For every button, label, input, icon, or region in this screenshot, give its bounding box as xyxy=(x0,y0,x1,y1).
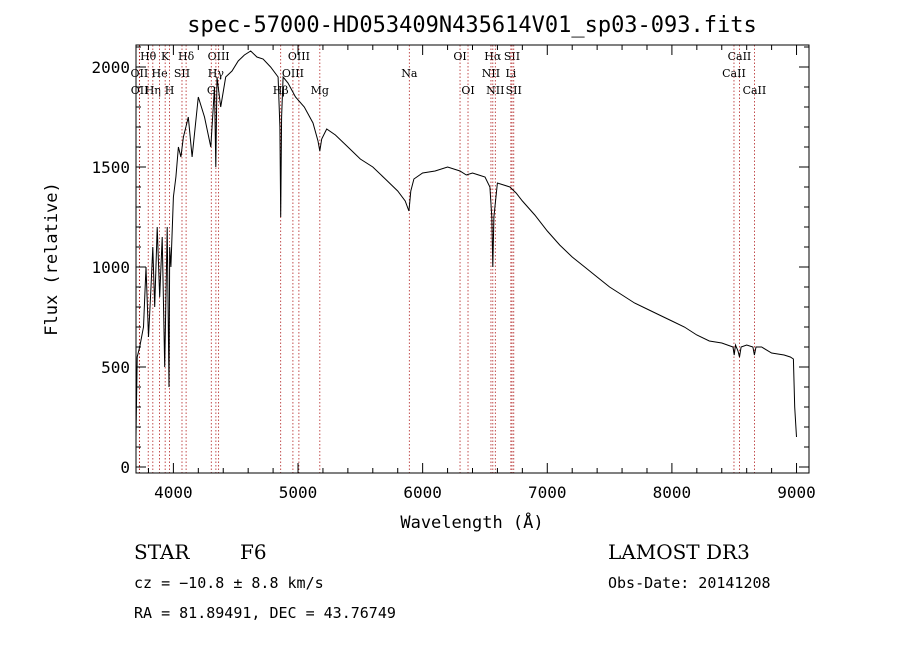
plot-frame xyxy=(135,44,810,474)
y-tick-label: 1000 xyxy=(91,258,130,277)
line-marker-label: Hγ xyxy=(208,67,225,80)
y-axis-label: Flux (relative) xyxy=(42,182,62,336)
line-marker-label: OII xyxy=(131,84,149,97)
line-marker-label: Hα xyxy=(484,50,502,63)
y-tick-label: 1500 xyxy=(91,158,130,177)
line-marker-label: Hβ xyxy=(273,84,289,97)
x-tick-label: 8000 xyxy=(653,483,692,502)
line-marker-label: CaII xyxy=(743,84,767,97)
line-marker-label: Hθ xyxy=(140,50,157,63)
line-marker-label: G xyxy=(207,84,216,97)
x-tick-label: 7000 xyxy=(528,483,567,502)
y-axis: 0 500 1000 1500 2000 xyxy=(91,46,809,477)
object-subclass: F6 xyxy=(240,540,267,564)
line-marker-label: CaII xyxy=(722,67,746,80)
y-tick-label: 0 xyxy=(120,458,130,477)
x-tick-label: 5000 xyxy=(279,483,318,502)
x-axis: 4000 5000 6000 7000 8000 9000 xyxy=(147,45,816,502)
redshift-text: cz = −10.8 ± 8.8 km/s xyxy=(134,574,324,592)
line-marker-label: SII xyxy=(506,84,522,97)
line-marker-label: He xyxy=(152,67,168,80)
line-marker-label: OIII xyxy=(288,50,310,63)
object-class: STAR xyxy=(134,540,190,564)
line-marker-label: Hη xyxy=(145,84,161,97)
obs-date-text: Obs-Date: 20141208 xyxy=(608,574,771,592)
line-marker-label: OI xyxy=(461,84,474,97)
line-marker-label: Li xyxy=(505,67,516,80)
line-marker-label: NII xyxy=(486,84,504,97)
line-marker-label: OIII xyxy=(282,67,304,80)
line-marker-label: Na xyxy=(401,67,418,80)
line-marker-label: K xyxy=(161,50,170,63)
line-marker-label: CaII xyxy=(728,50,752,63)
y-tick-label: 500 xyxy=(101,358,130,377)
spectrum-line xyxy=(135,50,797,438)
line-marker-label: Mg xyxy=(311,84,329,97)
x-axis-label: Wavelength (Å) xyxy=(400,511,543,533)
x-tick-label: 6000 xyxy=(403,483,442,502)
line-marker-label: SII xyxy=(504,50,520,63)
y-tick-label: 2000 xyxy=(91,58,130,77)
line-marker-label: OI xyxy=(453,50,466,63)
x-tick-label: 9000 xyxy=(777,483,816,502)
line-marker-label: OIII xyxy=(208,50,230,63)
x-tick-label: 4000 xyxy=(154,483,193,502)
line-marker-label: H xyxy=(165,84,175,97)
survey-name: LAMOST DR3 xyxy=(608,540,750,564)
line-marker-label: Hδ xyxy=(178,50,195,63)
line-marker-label: SII xyxy=(174,67,190,80)
coordinates-text: RA = 81.89491, DEC = 43.76749 xyxy=(134,604,396,622)
line-marker-label: NII xyxy=(482,67,500,80)
chart-title: spec-57000-HD053409N435614V01_sp03-093.f… xyxy=(187,13,757,38)
